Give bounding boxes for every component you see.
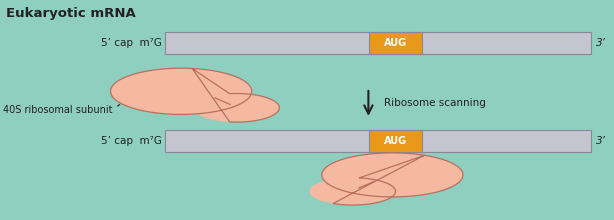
Polygon shape	[322, 153, 463, 205]
Bar	[165, 32, 591, 54]
Text: AUG: AUG	[384, 136, 407, 146]
Polygon shape	[322, 153, 463, 197]
Text: 5’ cap  m⁷G: 5’ cap m⁷G	[101, 38, 161, 48]
Bar	[165, 130, 591, 152]
Text: Ribosome scanning: Ribosome scanning	[384, 98, 486, 108]
Text: 3’: 3’	[596, 136, 606, 146]
Bar	[370, 130, 422, 152]
Polygon shape	[111, 68, 279, 122]
Polygon shape	[309, 178, 395, 205]
Text: 3’: 3’	[596, 38, 606, 48]
Text: 40S ribosomal subunit: 40S ribosomal subunit	[3, 104, 120, 115]
Text: AUG: AUG	[384, 38, 407, 48]
Polygon shape	[193, 94, 279, 122]
Bar	[370, 32, 422, 54]
Text: 5’ cap  m⁷G: 5’ cap m⁷G	[101, 136, 161, 146]
Polygon shape	[111, 68, 252, 114]
Text: Eukaryotic mRNA: Eukaryotic mRNA	[6, 7, 136, 20]
